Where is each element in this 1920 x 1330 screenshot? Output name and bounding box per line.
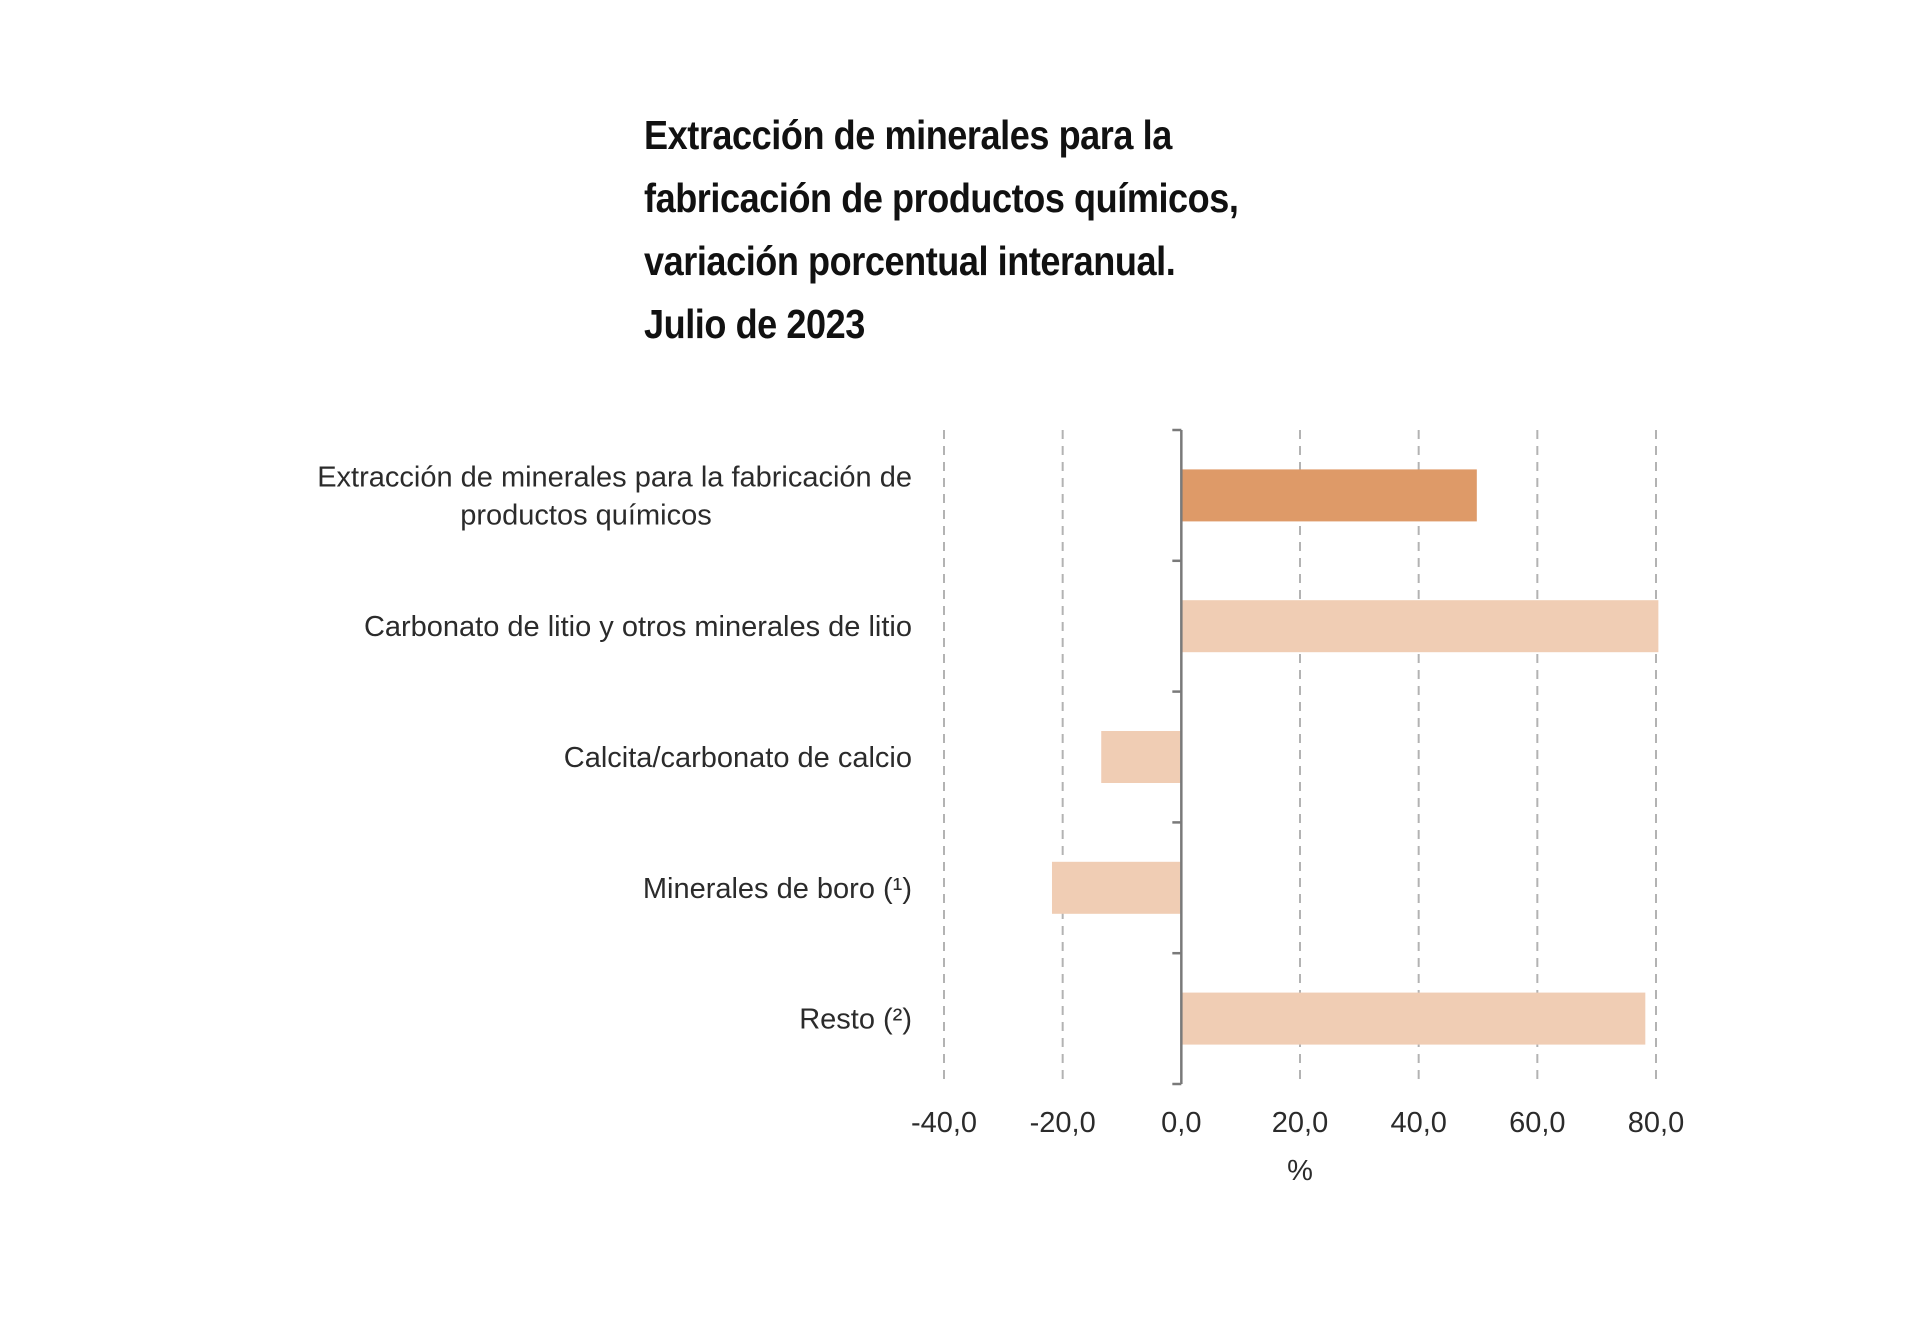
x-tick-label-2: 0,0: [1161, 1107, 1201, 1139]
category-label-3-line-0: Minerales de boro (¹): [643, 873, 912, 905]
x-tick-label-6: 80,0: [1628, 1107, 1684, 1139]
chart-title: Extracción de minerales para la fabricac…: [644, 104, 1313, 356]
category-label-0: Extracción de minerales para la fabricac…: [317, 461, 912, 531]
x-tick-label-0: -40,0: [911, 1107, 977, 1139]
category-label-0-line-1: productos químicos: [460, 499, 711, 531]
grid-layer: [943, 430, 1657, 1084]
bar-2: [1101, 731, 1182, 783]
category-label-4-line-0: Resto (²): [799, 1004, 912, 1036]
category-label-layer: Extracción de minerales para la fabricac…: [317, 461, 912, 1035]
category-label-2: Calcita/carbonato de calcio: [564, 742, 912, 774]
x-tick-label-5: 60,0: [1509, 1107, 1565, 1139]
bar-1: [1181, 600, 1659, 653]
x-tick-label-1: -20,0: [1030, 1107, 1096, 1139]
chart-title-line-1: Extracción de minerales para la: [644, 112, 1172, 158]
bar-4: [1181, 992, 1646, 1045]
x-tick-label-4: 40,0: [1390, 1107, 1446, 1139]
x-tick-label-3: 20,0: [1272, 1107, 1328, 1139]
bar-0: [1181, 469, 1477, 522]
tick-label-layer: -40,0 -20,0 0,0 20,0 40,0 60,0 80,0: [911, 1107, 1684, 1139]
chart-title-line-4: Julio de 2023: [644, 301, 865, 347]
chart-title-line-3: variación porcentual interanual.: [644, 238, 1176, 284]
x-axis-title: %: [1287, 1155, 1313, 1187]
bar-3: [1051, 861, 1182, 914]
category-label-2-line-0: Calcita/carbonato de calcio: [564, 742, 912, 774]
chart-title-line-2: fabricación de productos químicos,: [644, 175, 1239, 221]
category-label-1: Carbonato de litio y otros minerales de …: [364, 611, 912, 643]
category-label-4: Resto (²): [799, 1004, 912, 1036]
category-label-0-line-0: Extracción de minerales para la fabricac…: [317, 461, 912, 493]
axis-layer: [1172, 428, 1183, 1086]
bar-layer: [1051, 469, 1659, 1045]
category-label-1-line-0: Carbonato de litio y otros minerales de …: [364, 611, 912, 643]
category-label-3: Minerales de boro (¹): [643, 873, 912, 905]
